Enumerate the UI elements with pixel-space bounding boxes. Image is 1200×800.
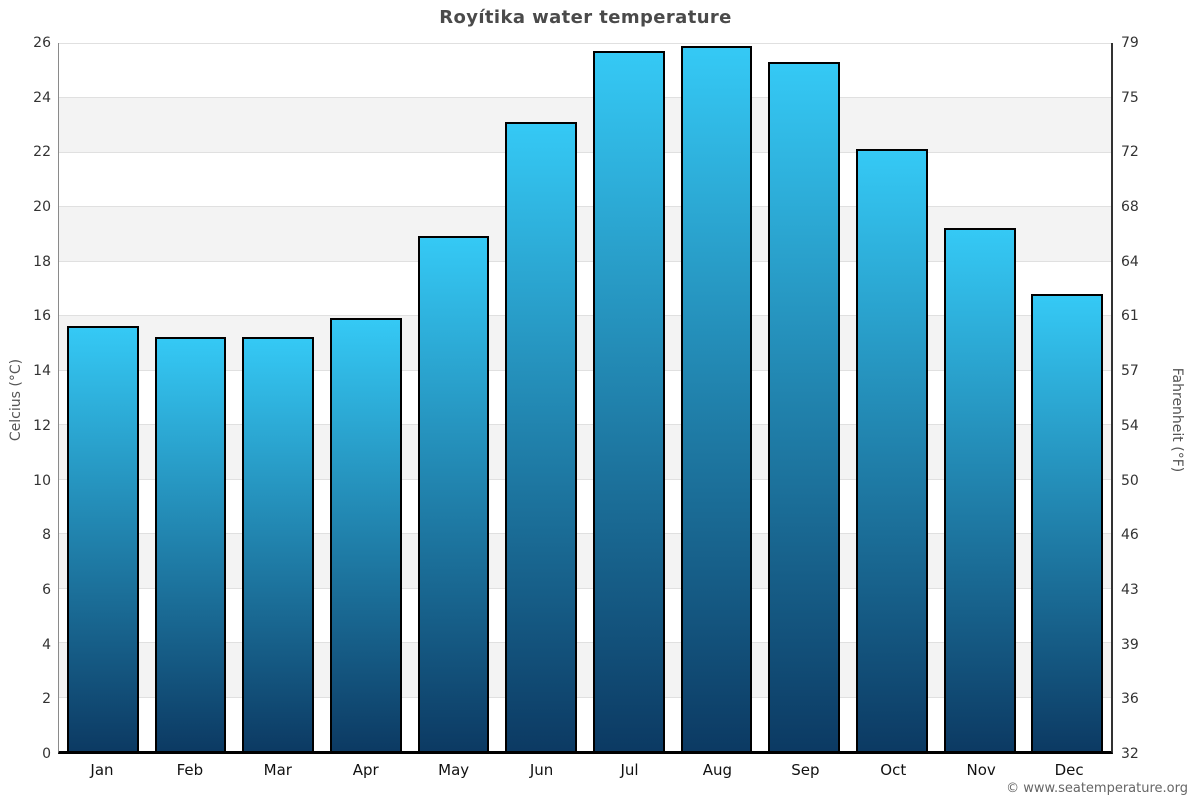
bar-aug	[680, 45, 753, 751]
celsius-tick-8: 8	[42, 527, 51, 544]
month-label-apr: Apr	[352, 761, 379, 779]
bar-slot-aug	[673, 43, 761, 751]
bar-mar	[242, 337, 315, 751]
fahrenheit-tick-54: 54	[1121, 417, 1139, 434]
celsius-tick-22: 22	[33, 144, 51, 161]
bar-slot-nov	[936, 43, 1024, 751]
bar-slot-dec	[1023, 43, 1111, 751]
celsius-tick-labels: 26 24 22 20 18 16 14 12 10 8 6 4 2 0	[0, 36, 51, 761]
gridline-22	[59, 151, 1111, 153]
month-label-aug: Aug	[702, 761, 733, 779]
gridline-10	[59, 478, 1111, 480]
gridline-18	[59, 260, 1111, 262]
background-band-18-20	[59, 206, 1111, 261]
fahrenheit-tick-46: 46	[1121, 527, 1139, 544]
celsius-tick-2: 2	[42, 691, 51, 708]
celsius-tick-4: 4	[42, 636, 51, 653]
plot-area	[58, 43, 1113, 754]
background-bands-layer	[59, 43, 1111, 751]
bar-apr	[329, 318, 402, 751]
bar-slot-jul	[585, 43, 673, 751]
celsius-tick-26: 26	[33, 35, 51, 51]
month-label-oct: Oct	[880, 761, 907, 779]
fahrenheit-tick-43: 43	[1121, 581, 1139, 598]
fahrenheit-axis-title: Fahrenheit (°F)	[1169, 367, 1185, 473]
gridline-26	[59, 43, 1111, 44]
month-label-mar: Mar	[263, 761, 292, 779]
bar-slot-apr	[322, 43, 410, 751]
gridline-12	[59, 424, 1111, 426]
fahrenheit-tick-68: 68	[1121, 199, 1139, 216]
gridline-4	[59, 642, 1111, 644]
gridlines-layer	[59, 43, 1111, 751]
fahrenheit-tick-75: 75	[1121, 89, 1139, 106]
fahrenheit-tick-61: 61	[1121, 308, 1139, 325]
fahrenheit-tick-36: 36	[1121, 691, 1139, 708]
month-axis-labels: Jan Feb Mar Apr May Jun Jul Aug Sep Oct Nov Dec	[58, 761, 1113, 779]
background-band-10-12	[59, 424, 1111, 479]
month-label-feb: Feb	[176, 761, 204, 779]
background-band-2-4	[59, 642, 1111, 697]
background-band-22-24	[59, 97, 1111, 152]
bar-nov	[943, 228, 1016, 751]
fahrenheit-tick-39: 39	[1121, 636, 1139, 653]
month-label-jun: Jun	[529, 761, 554, 779]
fahrenheit-tick-72: 72	[1121, 144, 1139, 161]
background-band-6-8	[59, 533, 1111, 588]
celsius-tick-18: 18	[33, 253, 51, 270]
celsius-tick-16: 16	[33, 308, 51, 325]
celsius-tick-0: 0	[42, 746, 51, 762]
bar-slot-jan	[59, 43, 147, 751]
bar-slot-feb	[147, 43, 235, 751]
month-label-sep: Sep	[791, 761, 820, 779]
gridline-14	[59, 369, 1111, 371]
fahrenheit-tick-64: 64	[1121, 253, 1139, 270]
bars-layer	[59, 43, 1111, 751]
chart-title: Royítika water temperature	[439, 7, 732, 28]
gridline-2	[59, 696, 1111, 698]
bar-slot-oct	[848, 43, 936, 751]
gridline-8	[59, 533, 1111, 535]
bar-slot-mar	[234, 43, 322, 751]
celsius-tick-6: 6	[42, 581, 51, 598]
gridline-24	[59, 97, 1111, 99]
bar-jan	[66, 326, 139, 751]
bar-slot-jun	[497, 43, 585, 751]
month-label-may: May	[438, 761, 470, 779]
month-label-nov: Nov	[966, 761, 996, 779]
celsius-tick-14: 14	[33, 363, 51, 380]
fahrenheit-tick-labels: 79 75 72 68 64 61 57 54 50 46 43 39 36 32	[1121, 36, 1167, 761]
gridline-6	[59, 587, 1111, 589]
bar-jul	[592, 51, 665, 751]
copyright-credit: © www.seatemperature.org	[1006, 781, 1188, 796]
fahrenheit-tick-57: 57	[1121, 363, 1139, 380]
gridline-16	[59, 315, 1111, 317]
celsius-tick-20: 20	[33, 199, 51, 216]
fahrenheit-tick-79: 79	[1121, 35, 1139, 51]
bar-slot-sep	[760, 43, 848, 751]
bar-slot-may	[410, 43, 498, 751]
month-label-jan: Jan	[90, 761, 114, 779]
celsius-tick-12: 12	[33, 417, 51, 434]
celsius-tick-24: 24	[33, 89, 51, 106]
bar-oct	[855, 149, 928, 751]
gridline-20	[59, 206, 1111, 208]
bar-dec	[1031, 293, 1104, 751]
background-band-14-16	[59, 315, 1111, 370]
celsius-tick-10: 10	[33, 472, 51, 489]
bar-feb	[154, 337, 227, 751]
fahrenheit-tick-32: 32	[1121, 746, 1139, 762]
fahrenheit-tick-50: 50	[1121, 472, 1139, 489]
bar-may	[417, 236, 490, 751]
bar-sep	[768, 62, 841, 751]
bar-jun	[505, 121, 578, 751]
month-label-jul: Jul	[620, 761, 639, 779]
month-label-dec: Dec	[1054, 761, 1084, 779]
